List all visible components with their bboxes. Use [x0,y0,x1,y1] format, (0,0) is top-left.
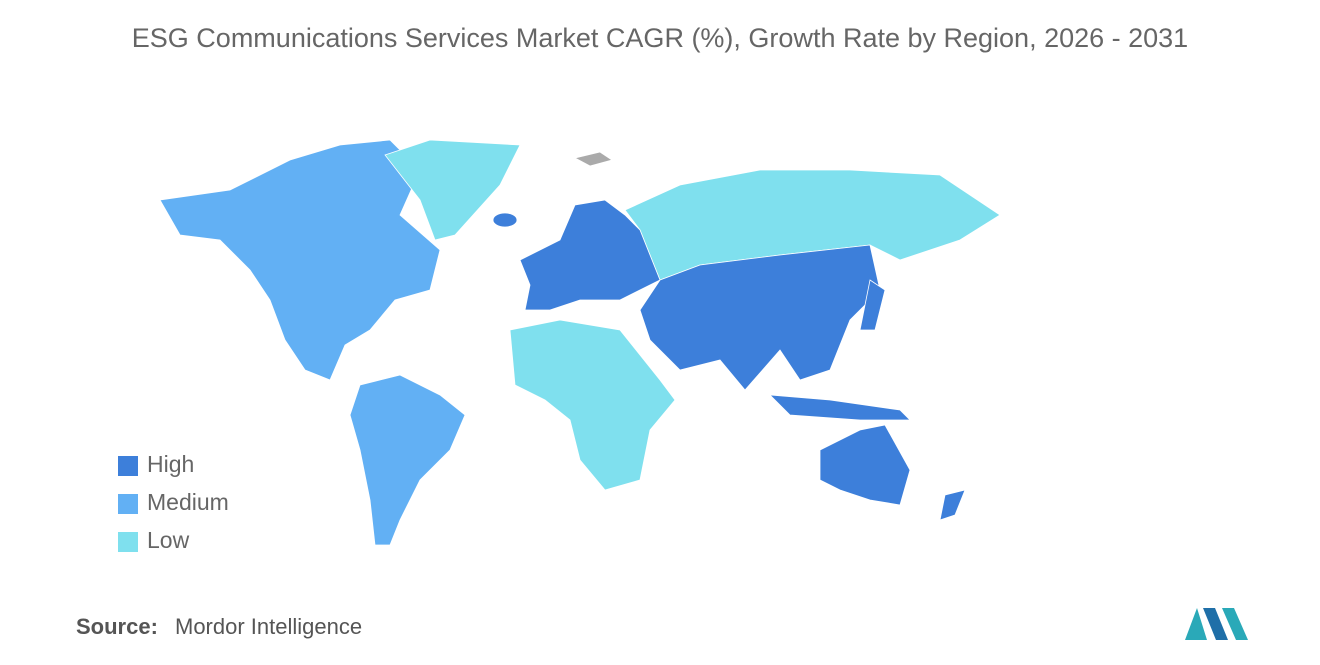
legend: High Medium Low [118,451,229,553]
region-shape [639,244,881,391]
legend-swatch [118,494,138,514]
legend-label: Medium [147,489,229,515]
legend-label: High [147,451,194,477]
legend-swatch [118,456,138,476]
legend-label: Low [147,527,190,553]
logo-part [1185,608,1207,640]
chart-title: ESG Communications Services Market CAGR … [132,23,1188,53]
source-text: Mordor Intelligence [175,614,362,639]
region-shape [819,424,911,506]
logo-part [1222,608,1248,640]
region-shape [349,374,466,546]
world-map [159,139,1001,546]
region-shape [768,394,911,421]
logo [1185,608,1248,640]
source-label: Source: [76,614,158,639]
legend-swatch [118,532,138,552]
logo-part [1203,608,1228,640]
region-shape [159,139,441,381]
region-shape [939,489,966,521]
region-shape [509,319,676,491]
region-shape [384,139,521,241]
region-shape [859,279,886,331]
no-data-shape [573,151,613,167]
region-shape [492,212,518,228]
